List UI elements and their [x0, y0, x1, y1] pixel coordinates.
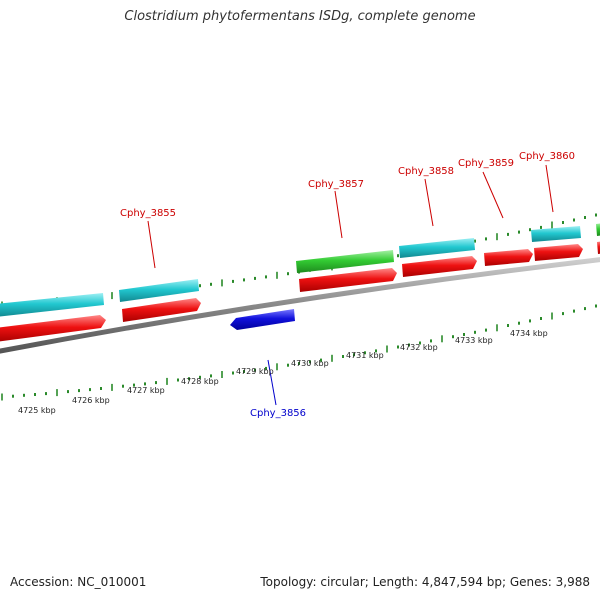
topology-text: Topology: circular; Length: 4,847,594 bp… — [260, 575, 590, 589]
scale-tick-label: 4732 kbp — [400, 343, 438, 352]
reverse-gene-arrow[interactable] — [230, 309, 295, 330]
inner-scale — [1, 304, 597, 401]
label-leaders — [147, 164, 554, 406]
cds-arrow[interactable] — [484, 249, 533, 266]
gene-feature-cyan[interactable] — [0, 293, 104, 317]
gene-label[interactable]: Cphy_3856 — [250, 408, 306, 419]
gene-label[interactable]: Cphy_3858 — [398, 166, 454, 177]
scale-tick-label: 4725 kbp — [18, 406, 56, 415]
cds-arrow[interactable] — [299, 268, 397, 292]
scale-tick-label: 4733 kbp — [455, 336, 493, 345]
gene-label[interactable]: Cphy_3855 — [120, 208, 176, 219]
genome-backbone — [0, 257, 600, 354]
gene-label[interactable]: Cphy_3860 — [519, 151, 575, 162]
scale-tick-label: 4728 kbp — [181, 377, 219, 386]
scale-tick-label: 4726 kbp — [72, 396, 110, 405]
scale-tick-label: 4729 kbp — [236, 367, 274, 376]
gene-features — [0, 223, 600, 317]
cds-arrow[interactable] — [597, 241, 600, 254]
scale-tick-label: 4730 kbp — [291, 359, 329, 368]
cds-arrow[interactable] — [534, 244, 583, 261]
scale-tick-label: 4727 kbp — [127, 386, 165, 395]
map-title: Clostridium phytofermentans ISDg, comple… — [124, 9, 476, 24]
gene-feature-green[interactable] — [596, 223, 600, 236]
gene-feature-cyan[interactable] — [119, 279, 199, 302]
gene-label[interactable]: Cphy_3857 — [308, 179, 364, 190]
cds-arrow[interactable] — [122, 298, 201, 322]
gene-label[interactable]: Cphy_3859 — [458, 158, 514, 169]
gene-feature-green[interactable] — [296, 250, 394, 273]
gene-feature-cyan[interactable] — [399, 238, 475, 258]
cds-features — [0, 241, 600, 342]
cds-arrow[interactable] — [0, 315, 106, 342]
gene-feature-cyan[interactable] — [531, 226, 581, 242]
scale-tick-label: 4734 kbp — [510, 329, 548, 338]
cds-arrow[interactable] — [402, 256, 477, 277]
scale-tick-label: 4731 kbp — [346, 351, 384, 360]
accession-text: Accession: NC_010001 — [10, 575, 147, 589]
